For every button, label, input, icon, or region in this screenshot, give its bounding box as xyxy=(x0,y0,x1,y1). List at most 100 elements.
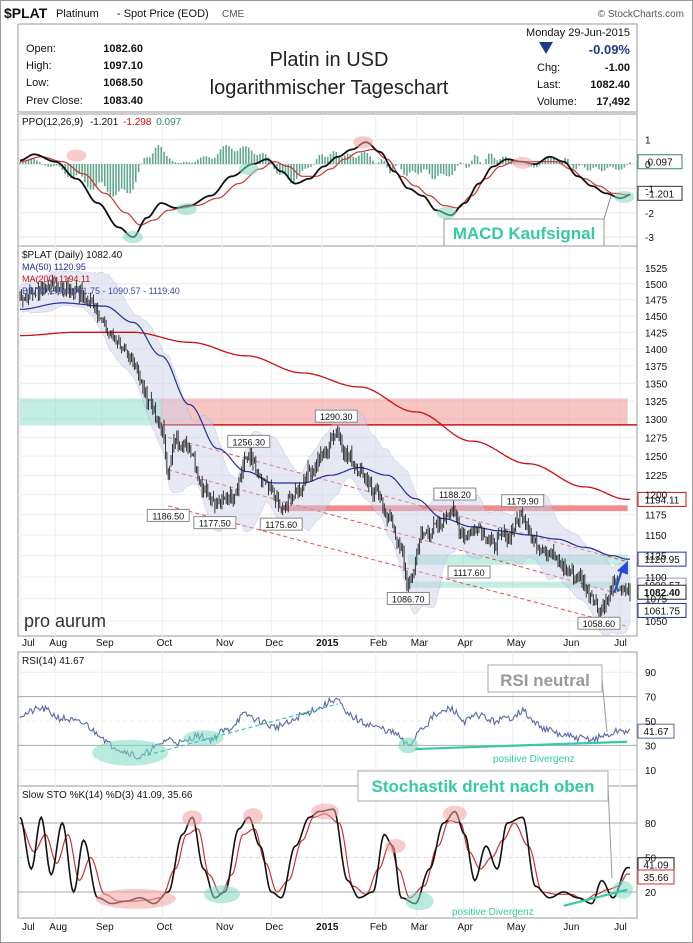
ppo-turning-marker xyxy=(614,190,635,203)
month-label: Oct xyxy=(157,922,173,933)
ppo-histogram-bar xyxy=(375,163,377,165)
ppo-histogram-bar xyxy=(592,164,595,168)
ppo-histogram-bar xyxy=(177,163,179,165)
price-tick-label: 1425 xyxy=(645,328,668,339)
ppo-histogram-bar xyxy=(541,162,544,165)
price-point-label: 1086.70 xyxy=(392,594,425,604)
month-axis: Jul Aug Sep Oct Nov Dec 2015 Feb Mar Apr May Jun Jul… xyxy=(22,638,627,933)
month-label: Apr xyxy=(457,638,473,649)
ppo-tick-label: -3 xyxy=(645,233,654,244)
ppo-histogram-bar xyxy=(19,162,21,165)
bb-legend: BB(20,2.0) 1061.75 - 1090.57 - 1119.40 xyxy=(22,286,180,296)
ppo-histogram-bar xyxy=(171,160,174,165)
ppo-histogram-bar xyxy=(81,164,83,177)
stoch-value-tag-text: 41.09 xyxy=(643,861,668,872)
ppo-histogram-bar xyxy=(496,160,499,165)
ppo-legend-label: PPO(12,26,9) xyxy=(22,117,83,128)
rsi-tick-label: 50 xyxy=(645,717,657,728)
ppo-histogram-bar xyxy=(298,164,301,175)
ppo-value-tag-text: -1.201 xyxy=(646,189,675,200)
high-label: High: xyxy=(26,60,52,72)
ppo-histogram-bar xyxy=(394,164,397,167)
month-label: Jul xyxy=(22,922,35,933)
buy-arrow-head xyxy=(616,560,628,575)
price-tick-label: 1075 xyxy=(645,595,668,606)
ppo-histogram-bar xyxy=(245,146,247,165)
volume-label: Volume: xyxy=(537,96,577,108)
ppo-histogram-bar xyxy=(44,164,47,166)
price-tick-label: 1250 xyxy=(645,452,668,463)
rsi-divergence-line xyxy=(415,740,628,751)
ppo-histogram-bar xyxy=(295,164,298,179)
price-point-label: 1290.30 xyxy=(320,412,353,422)
ppo-value-tag xyxy=(637,154,683,170)
price-value-tag-text: 1120.95 xyxy=(644,555,680,566)
ppo-histogram-bar xyxy=(310,164,312,168)
ppo-histogram-bar xyxy=(572,164,575,169)
low-value: 1068.50 xyxy=(103,77,143,89)
ppo-histogram-bar xyxy=(629,162,631,165)
month-label: Dec xyxy=(265,922,283,933)
price-point-label-box xyxy=(227,434,271,448)
stoch-divergence-line xyxy=(563,888,628,907)
ppo-histogram-bar xyxy=(75,164,78,176)
ppo-histogram-bar xyxy=(468,164,470,168)
ppo-histogram-bar xyxy=(615,164,617,170)
ppo-histogram-bar xyxy=(386,164,388,168)
ppo-histogram-bar xyxy=(219,149,222,165)
ppo-histogram-bar xyxy=(423,164,425,170)
ppo-histogram-bar xyxy=(318,154,321,165)
rsi-low-marker-2 xyxy=(398,737,419,754)
ppo-histogram-bar xyxy=(211,158,213,165)
open-label: Open: xyxy=(26,43,56,55)
price-legend-label: $PLAT (Daily) 1082.40 xyxy=(22,250,123,261)
ppo-histogram-bar xyxy=(168,158,171,165)
price-legend: $PLAT (Daily) 1082.40 MA(50) 1120.95 MA(… xyxy=(22,250,180,296)
ppo-histogram-bar xyxy=(329,153,332,165)
ppo-histogram-bar xyxy=(485,158,487,165)
ppo-histogram-bar xyxy=(154,147,157,165)
price-value-tag-text: 1082.40 xyxy=(644,588,681,599)
price-tick-label: 1350 xyxy=(645,379,668,390)
rsi-trendline xyxy=(146,703,338,756)
ppo-histogram-bar xyxy=(538,164,541,166)
ppo-histogram-bar xyxy=(53,164,55,167)
volume-value: 17,492 xyxy=(596,96,630,108)
month-label: Sep xyxy=(96,638,114,649)
stoch-annotation-pointer xyxy=(607,785,613,879)
ppo-histogram-bar xyxy=(507,158,510,165)
month-label: Jul xyxy=(614,922,627,933)
stoch-marker xyxy=(182,810,203,827)
ppo-histogram-bar xyxy=(115,164,117,196)
ppo-histogram-bar xyxy=(222,146,225,165)
ppo-histogram-bar xyxy=(163,151,165,165)
ppo-turning-marker xyxy=(436,206,457,219)
stoch-tick-label: 20 xyxy=(645,888,657,899)
month-label: Feb xyxy=(370,638,388,649)
ppo-histogram-bar xyxy=(536,164,538,168)
ppo-turning-marker xyxy=(512,156,533,169)
price-point-label: 1188.20 xyxy=(439,490,471,500)
price-point-label-box xyxy=(501,494,545,508)
ppo-histogram-bar xyxy=(355,157,357,165)
ppo-histogram-bar xyxy=(84,164,86,183)
month-label: Sep xyxy=(96,922,114,933)
macd-annotation-pointer xyxy=(603,195,612,220)
ppo-histogram-bar xyxy=(451,164,453,176)
price-tick-label: 1050 xyxy=(645,617,668,628)
zone-support-left xyxy=(19,398,162,426)
ppo-histogram-bar xyxy=(473,154,476,165)
ppo-histogram-bar xyxy=(27,159,30,165)
ppo-histogram-bar xyxy=(287,164,290,180)
month-label: 2015 xyxy=(316,638,339,649)
ppo-histogram-bar xyxy=(338,155,340,165)
ppo-histogram-bar xyxy=(279,164,281,175)
price-tick-label: 1300 xyxy=(645,415,668,426)
ppo-histogram-bar xyxy=(137,164,140,173)
ppo-histogram-bar xyxy=(448,164,451,177)
ppo-histogram-bar xyxy=(293,164,295,183)
month-label: Apr xyxy=(457,922,473,933)
prev-value: 1083.40 xyxy=(103,95,143,107)
ppo-histogram-bar xyxy=(327,156,329,165)
ppo-turning-marker xyxy=(238,162,259,175)
